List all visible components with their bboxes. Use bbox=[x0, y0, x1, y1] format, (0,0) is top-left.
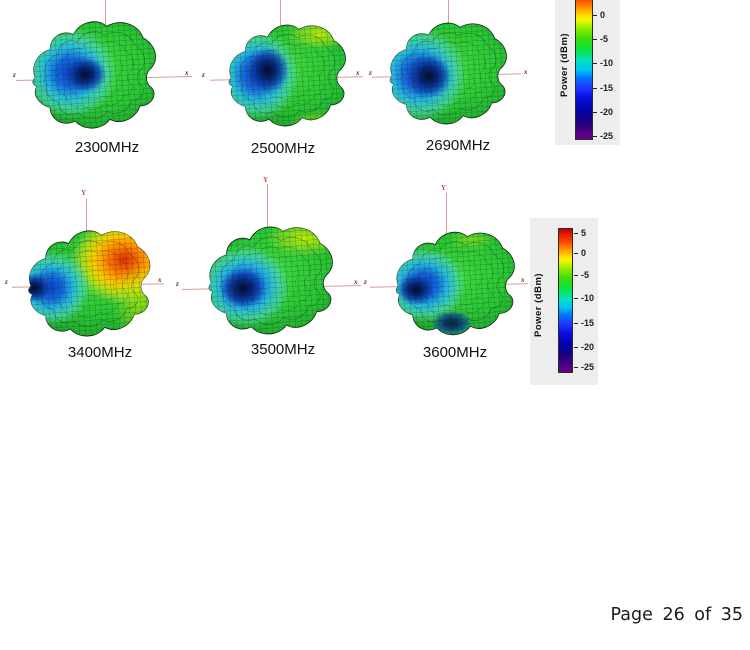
colorbar-tick: 0 bbox=[593, 10, 605, 20]
x-axis-label: x bbox=[158, 276, 162, 284]
z-axis-label: z bbox=[176, 280, 179, 288]
colorbar-tick: -5 bbox=[574, 270, 589, 280]
colorbar-tick: -25 bbox=[593, 131, 613, 141]
frequency-label: 3500MHz bbox=[250, 341, 316, 358]
colorbar-bottom: Power (dBm) 5 0 -5 -10 -15 -20 -25 bbox=[530, 218, 598, 385]
colorbar-tick: 5 bbox=[574, 228, 586, 238]
frequency-label: 2500MHz bbox=[250, 140, 316, 157]
x-axis-label: x bbox=[354, 278, 358, 286]
frequency-label: 3600MHz bbox=[422, 344, 488, 361]
x-axis-label: x bbox=[521, 276, 525, 284]
colorbar-tick: -10 bbox=[574, 293, 594, 303]
colorbar-tick: -20 bbox=[574, 342, 594, 352]
z-axis-label: z bbox=[369, 69, 372, 77]
colorbar-tick: -10 bbox=[593, 58, 613, 68]
colorbar-tick: -20 bbox=[593, 107, 613, 117]
radiation-pattern-plot bbox=[228, 24, 346, 127]
radiation-pattern-plot bbox=[389, 22, 507, 125]
y-axis-line bbox=[446, 193, 447, 285]
y-axis-label: Y bbox=[263, 176, 269, 184]
y-axis-label: Y bbox=[441, 184, 447, 192]
colorbar-gradient bbox=[575, 0, 593, 140]
colorbar-tick: -25 bbox=[574, 362, 594, 372]
x-axis-line bbox=[372, 73, 521, 78]
y-axis-line bbox=[280, 0, 281, 78]
x-axis-label: x bbox=[356, 69, 360, 77]
colorbar-title: Power (dBm) bbox=[533, 272, 544, 338]
radiation-pattern-plot bbox=[32, 21, 156, 129]
radiation-pattern-plot bbox=[208, 226, 333, 335]
y-axis-line bbox=[448, 0, 449, 76]
z-axis-label: z bbox=[13, 71, 16, 79]
page-number: Page 26 of 35 bbox=[610, 605, 743, 625]
frequency-label: 2300MHz bbox=[74, 139, 140, 156]
colorbar-tick: -5 bbox=[593, 34, 608, 44]
radiation-pattern-plot bbox=[28, 230, 151, 337]
colorbar-top: Power (dBm) 5 0 -5 -10 -15 -20 -25 bbox=[555, 0, 620, 145]
y-axis-line bbox=[267, 184, 268, 287]
z-axis-label: z bbox=[5, 278, 8, 286]
colorbar-tick: -15 bbox=[574, 318, 594, 328]
x-axis-label: x bbox=[185, 69, 189, 77]
x-axis-line bbox=[210, 76, 363, 81]
z-axis-label: z bbox=[202, 71, 205, 79]
colorbar-title: Power (dBm) bbox=[559, 32, 570, 98]
y-axis-label: Y bbox=[81, 189, 87, 197]
colorbar-tick: 0 bbox=[574, 248, 586, 258]
radiation-pattern-plot bbox=[395, 231, 515, 336]
x-axis-line bbox=[370, 283, 528, 288]
y-axis-line bbox=[86, 199, 87, 285]
frequency-label: 3400MHz bbox=[67, 344, 133, 361]
x-axis-line bbox=[182, 284, 361, 291]
y-axis-line bbox=[105, 0, 106, 78]
x-axis-line bbox=[12, 283, 164, 288]
colorbar-gradient bbox=[558, 228, 573, 373]
frequency-label: 2690MHz bbox=[425, 137, 491, 154]
x-axis-line bbox=[16, 76, 192, 81]
x-axis-label: x bbox=[524, 68, 528, 76]
colorbar-tick: -15 bbox=[593, 83, 613, 93]
z-axis-label: z bbox=[364, 278, 367, 286]
